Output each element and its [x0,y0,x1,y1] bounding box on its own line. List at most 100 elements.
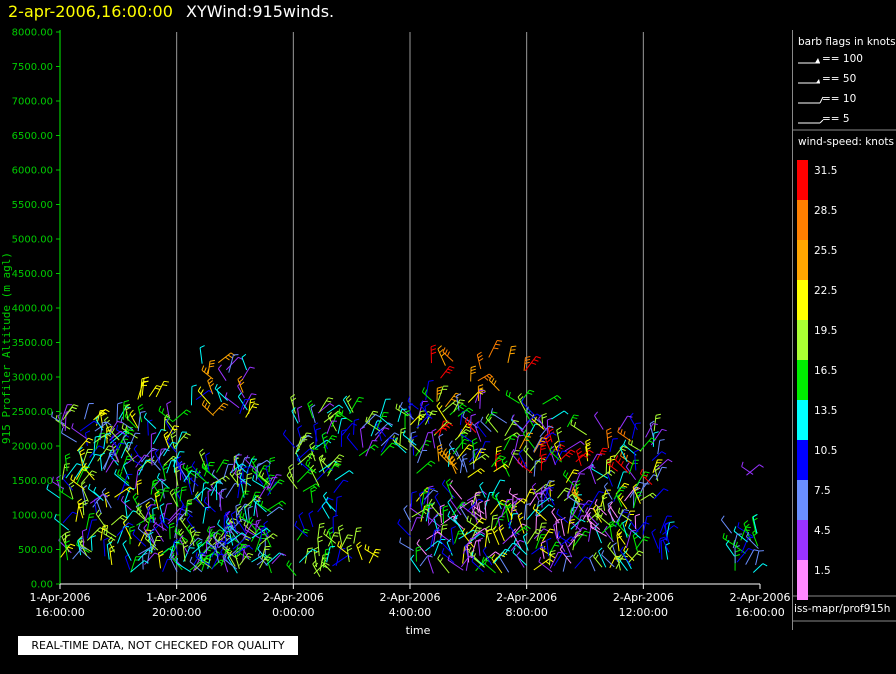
wind-barb [554,450,568,465]
barb-shaft [491,455,501,468]
wind-barb [173,538,179,556]
barb-shaft [321,505,330,519]
barb-flag [548,425,554,429]
barb-flag [282,429,287,435]
barb-shaft [493,548,506,564]
barb-flag [114,469,117,475]
wind-barb [146,545,156,564]
barb-flag [224,554,227,560]
barb-shaft [153,522,167,531]
barb-flag [170,551,174,556]
barb-shaft [86,527,101,541]
barb-flag [497,457,504,461]
barb-flag [218,561,224,565]
barb-shaft [481,561,496,574]
wind-barb [245,455,257,472]
barb-flag [548,428,554,432]
barb-flag [470,537,476,540]
barb-flag [590,507,596,510]
barb-shaft [733,530,748,543]
barb-shaft [122,465,130,480]
barb-flag [661,428,667,432]
wind-barb [225,517,239,535]
barb-shaft [410,517,418,532]
barb-flag [572,509,575,515]
barb-shaft [172,409,187,422]
barb-shaft [523,357,526,371]
barb-flag [183,436,189,439]
wind-barb [258,470,271,486]
barb-flag [102,411,108,415]
barb-shaft [103,533,116,541]
wind-barb [533,437,548,453]
barb-flag [633,535,639,540]
wind-barb [137,380,149,400]
barb-flag [541,412,547,416]
barb-shaft [129,413,140,430]
barb-flag [437,531,443,536]
barb-flag [297,405,303,409]
wind-barb [334,470,354,481]
barb-shaft [497,517,502,533]
barb-flag [172,441,178,445]
barb-flag [424,403,430,407]
wind-barb [163,441,178,457]
barb-shaft [137,549,149,561]
wind-barb [95,415,104,431]
wind-barb [645,423,658,438]
barb-shaft [202,507,207,524]
barb-shaft [535,504,550,517]
wind-barb [71,423,87,440]
barb-shaft [309,468,320,486]
barb-flag [218,407,224,411]
barb-flag [186,503,193,506]
barb-flag [585,507,589,513]
barb-flag [203,496,207,502]
barb-flag [89,473,95,476]
barb-shaft [60,404,68,422]
barb-flag [425,508,430,513]
wind-barb [601,493,608,511]
barb-shaft [411,508,426,518]
barb-flag [549,480,555,483]
barb-shaft [212,402,225,415]
barb-shaft [211,486,224,500]
barb-shaft [169,492,178,507]
barb-shaft [438,436,443,450]
barb-flag [519,539,525,543]
barb-shaft [304,548,309,564]
barb-shaft [251,553,265,563]
wind-barb [622,519,628,538]
barb-flag [443,448,447,453]
barb-shaft [253,501,257,516]
wind-barb [197,386,211,405]
barb-flag [291,397,297,402]
barb-shaft [471,560,484,573]
wind-barb [162,463,169,481]
barb-shaft [93,437,96,456]
barb-flag [609,520,615,524]
barb-flag [217,364,222,369]
wind-barb [631,422,641,439]
barb-flag [265,553,271,558]
wind-barb [492,492,509,508]
colorbar-label: 28.5 [814,205,838,217]
barb-flag [446,538,452,543]
barb-flag [510,349,516,351]
barb-flag [162,384,168,386]
barb-flag [426,440,432,443]
barb-shaft [467,468,481,478]
barb-flag [149,517,155,520]
barb-shaft [95,513,107,528]
barb-flag [619,546,624,552]
barb-flag [529,389,535,393]
barb-shaft [353,528,358,544]
barb-flag [446,351,450,357]
barb-flag [81,469,87,471]
barb-shaft [114,486,131,498]
wind-barb [152,506,158,523]
barb-flag [578,533,584,536]
barb-flag [431,348,437,351]
barb-shaft [616,534,620,552]
barb-flag [622,519,628,524]
